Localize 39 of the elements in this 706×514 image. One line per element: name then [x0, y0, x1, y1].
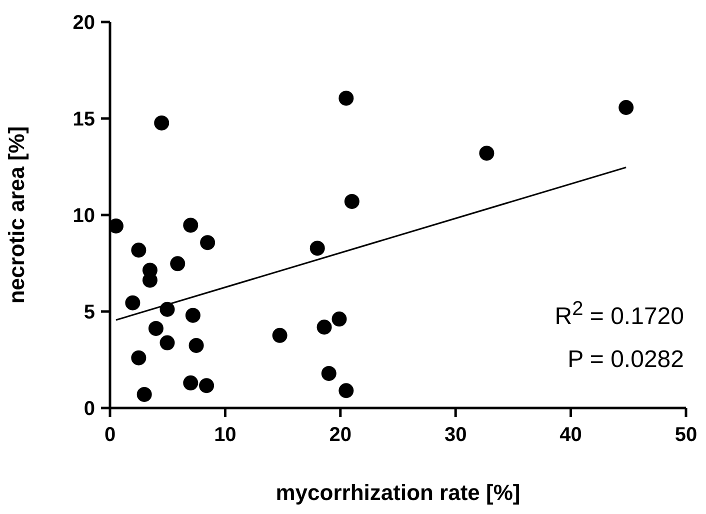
y-tick-label: 5	[84, 302, 95, 324]
annotation: R$^{2}$ = 0.1720	[554, 298, 684, 331]
y-tick-label: 15	[72, 108, 95, 131]
point	[332, 312, 347, 327]
x-tick-label: 50	[674, 424, 698, 446]
y-axis-title: necrotic area [%]	[4, 126, 29, 304]
point	[272, 328, 288, 343]
x-tick-label: 20	[329, 424, 352, 446]
point	[618, 100, 634, 115]
point	[183, 218, 198, 233]
point	[125, 295, 140, 310]
y-tick-label: 10	[72, 205, 95, 228]
point	[148, 320, 164, 336]
point	[188, 338, 204, 353]
point	[185, 308, 200, 323]
annotation: P = 0.0282	[568, 346, 684, 374]
point	[131, 242, 146, 258]
x-tick-label: 0	[104, 424, 116, 446]
point	[316, 320, 332, 335]
point	[338, 383, 354, 398]
point	[183, 375, 198, 390]
point	[338, 90, 354, 106]
point	[160, 335, 175, 350]
point	[321, 366, 336, 381]
point	[131, 350, 146, 366]
x-axis-title: mycorrhization rate [%]	[276, 480, 520, 505]
point	[479, 146, 494, 161]
point	[170, 256, 186, 272]
point	[310, 240, 325, 256]
point	[199, 378, 214, 394]
y-tick-label: 20	[72, 12, 95, 34]
point	[154, 115, 170, 130]
x-tick-label: 10	[214, 424, 236, 446]
x-tick-label: 30	[444, 424, 467, 446]
point	[200, 235, 216, 250]
x-tick-label: 40	[560, 424, 582, 446]
point	[344, 194, 360, 209]
point	[136, 386, 152, 402]
y-tick-label: 0	[84, 398, 95, 420]
